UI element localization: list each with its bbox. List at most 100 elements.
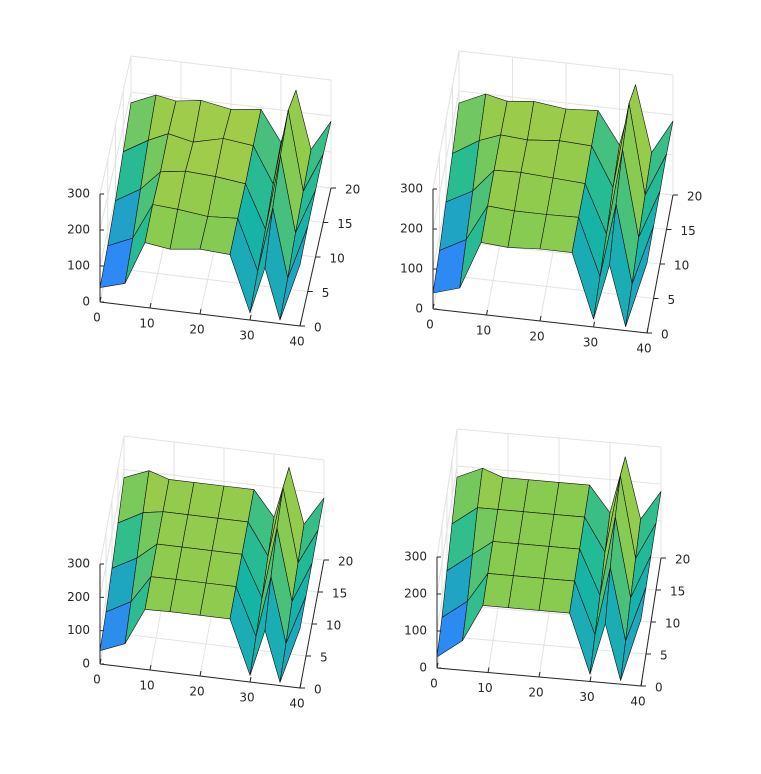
surface-cell: [523, 479, 560, 515]
grid-line: [432, 90, 460, 230]
surface-cell: [507, 210, 547, 250]
x-tick-label: 30: [239, 329, 254, 343]
x-tick-label: 0: [93, 311, 101, 325]
surface-cell: [211, 518, 249, 555]
x-tick: [149, 664, 152, 671]
surface-cell: [553, 482, 590, 518]
z-tick-label: 100: [404, 624, 427, 638]
y-tick-label: 0: [314, 683, 322, 697]
surface-cell: [175, 546, 213, 584]
z-tick-label: 200: [67, 223, 90, 237]
x-tick-label: 10: [139, 317, 154, 331]
surface-cell: [518, 511, 555, 547]
x-tick: [249, 676, 252, 683]
y-tick-label: 15: [681, 224, 696, 238]
x-tick: [99, 658, 102, 665]
grid-line: [441, 635, 647, 655]
x-tick: [149, 302, 152, 309]
grid-line: [99, 469, 125, 598]
x-tick-label: 30: [239, 691, 254, 705]
surface-cell: [492, 509, 524, 545]
z-tick-label: 300: [404, 550, 427, 564]
surface-cell: [538, 578, 575, 614]
surface-cell: [620, 587, 647, 681]
x-tick-label: 0: [93, 673, 101, 687]
surface-cell: [217, 485, 255, 523]
surface-cell: [513, 543, 550, 579]
grid-line: [99, 435, 125, 565]
surface-cell: [279, 226, 309, 321]
surface-cell: [546, 177, 586, 218]
x-tick-label: 30: [583, 336, 598, 350]
z-tick-label: 0: [82, 295, 90, 309]
surface-cell: [482, 573, 514, 609]
x-tick-label: 10: [477, 681, 492, 695]
grid-line: [130, 55, 332, 81]
x-tick-label: 40: [630, 695, 645, 709]
y-tick-label: 5: [322, 286, 330, 300]
y-tick-label: 20: [687, 190, 702, 204]
x-tick: [432, 303, 435, 310]
surface-cell: [205, 550, 243, 587]
surface-cell: [508, 575, 545, 611]
surface-cell: [625, 226, 654, 327]
surface-cell: [187, 482, 225, 519]
surface-cell: [497, 477, 529, 513]
x-tick: [486, 309, 488, 316]
y-tick-label: 10: [330, 252, 345, 266]
x-tick: [299, 682, 302, 689]
x-tick: [99, 296, 102, 303]
y-tick-label: 15: [670, 585, 685, 599]
x-tick-label: 20: [189, 685, 204, 699]
grid-line: [99, 91, 132, 231]
surface-cell: [487, 541, 519, 577]
x-tick: [249, 314, 252, 321]
x-tick: [539, 315, 542, 322]
y-tick-label: 10: [326, 619, 341, 633]
x-tick-label: 40: [289, 697, 304, 711]
surface-cell: [279, 595, 307, 683]
x-tick: [593, 321, 595, 328]
x-tick-label: 10: [139, 679, 154, 693]
y-tick-label: 5: [320, 651, 328, 665]
z-tick-label: 100: [400, 262, 423, 276]
z-tick-label: 300: [400, 182, 423, 196]
y-tick-label: 15: [337, 217, 352, 231]
y-tick-label: 0: [661, 328, 669, 342]
z-tick-label: 200: [67, 590, 90, 604]
z-tick-label: 200: [400, 222, 423, 236]
x-tick: [487, 667, 490, 673]
surface-cell: [514, 172, 554, 215]
x-tick-label: 0: [426, 318, 434, 332]
y-tick-label: 10: [665, 617, 680, 631]
x-tick: [436, 662, 439, 669]
surface-cell: [552, 140, 592, 184]
y-tick-label: 15: [332, 587, 347, 601]
x-tick: [646, 327, 649, 334]
y-tick-label: 20: [675, 553, 690, 567]
surface-cell: [199, 582, 237, 620]
x-tick: [299, 320, 302, 327]
x-tick: [640, 680, 643, 687]
surface-cell: [559, 108, 599, 147]
x-tick-label: 40: [289, 335, 304, 349]
surface-cell: [527, 101, 567, 141]
surface-cell: [169, 579, 207, 616]
z-tick-label: 200: [404, 587, 427, 601]
x-tick-label: 10: [476, 324, 491, 338]
z-tick-label: 300: [67, 187, 90, 201]
grid-line: [436, 428, 458, 558]
x-tick-label: 30: [579, 690, 594, 704]
z-tick-label: 300: [67, 557, 90, 571]
y-tick-label: 20: [345, 183, 360, 197]
x-tick: [199, 670, 202, 677]
y-tick-label: 0: [314, 321, 322, 335]
grid-line: [99, 55, 132, 195]
z-tick-label: 0: [82, 657, 90, 671]
x-tick: [199, 308, 202, 315]
surface-cell: [99, 601, 132, 651]
grid-line: [436, 465, 458, 595]
grid-line: [458, 50, 674, 76]
x-tick: [589, 676, 592, 682]
